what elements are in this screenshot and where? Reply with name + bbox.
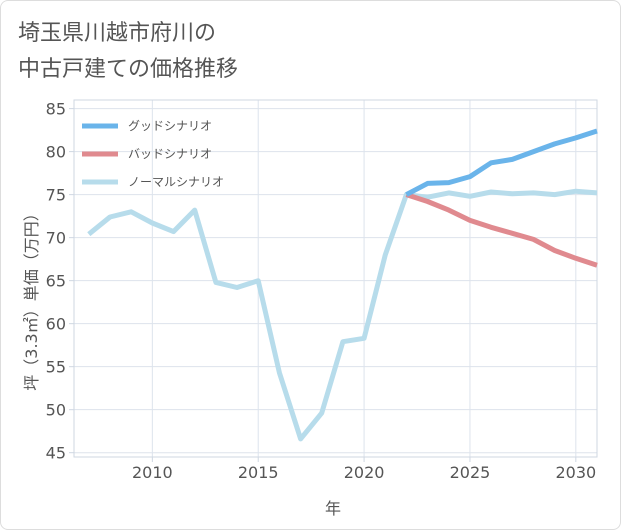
legend-label-normal: ノーマルシナリオ	[128, 175, 224, 189]
plot-frame	[73, 99, 598, 458]
y-tick-label-50: 50	[46, 401, 66, 420]
y-axis-label: 坪（3.3㎡）単価（万円）	[22, 205, 41, 390]
y-axis-ticks: 45 50 55 60 65 70 75 80 85	[46, 100, 74, 463]
y-tick-label-70: 70	[46, 229, 66, 248]
series-line-good	[405, 128, 598, 197]
series-line-bad	[405, 192, 598, 268]
chart-title-line-2: 中古戸建ての価格推移	[18, 57, 239, 82]
y-tick-label-45: 45	[46, 444, 66, 463]
y-tick-label-80: 80	[46, 143, 66, 162]
chart-title: 埼玉県川越市府川の 中古戸建ての価格推移	[18, 16, 238, 88]
series-lines	[87, 128, 598, 442]
x-tick-label-2025: 2025	[450, 463, 491, 482]
legend-label-bad: バッドシナリオ	[128, 147, 212, 161]
chart-title-line-1: 埼玉県川越市府川の	[18, 21, 217, 46]
x-tick-label-2010: 2010	[132, 463, 173, 482]
x-axis-ticks: 2010 2015 2020 2025 2030	[132, 457, 596, 482]
x-tick-label-2020: 2020	[344, 463, 385, 482]
y-tick-label-85: 85	[46, 100, 66, 119]
y-tick-label-75: 75	[46, 186, 66, 205]
x-tick-label-2030: 2030	[555, 463, 596, 482]
legend-label-good: グッドシナリオ	[128, 119, 212, 133]
y-tick-label-65: 65	[46, 272, 66, 291]
series-line-normal	[87, 188, 598, 442]
x-axis-label: 年	[325, 499, 341, 518]
x-tick-label-2015: 2015	[238, 463, 279, 482]
y-tick-label-60: 60	[46, 315, 66, 334]
y-tick-label-55: 55	[46, 358, 66, 377]
